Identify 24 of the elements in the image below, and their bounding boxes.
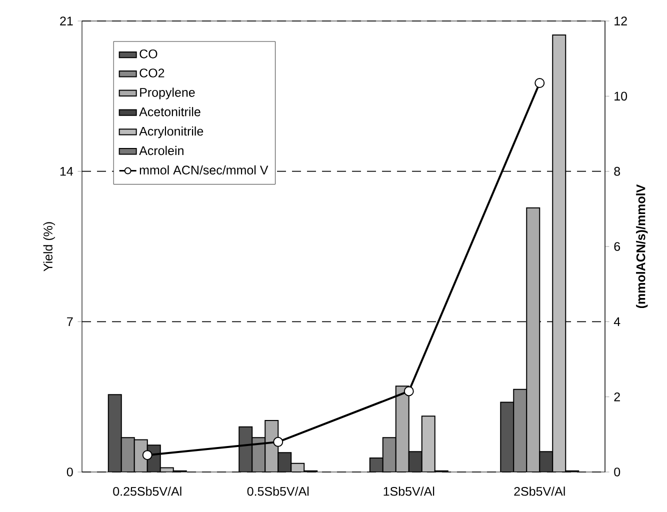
y2-tick-label: 2	[614, 392, 620, 402]
y2-axis-title: (mmolACN/s)/mmolV	[636, 184, 648, 308]
y-tick-label: 7	[67, 317, 73, 326]
y-tick-label: 0	[66, 468, 73, 476]
legend-label: Acrylonitrile	[139, 126, 204, 138]
x-tick-label: 0.5Sb5V/Al	[247, 486, 309, 496]
y-axis-title: Yield (%)	[43, 222, 55, 272]
y2-tick-label: 12	[614, 16, 627, 26]
x-tick-label: 0.25Sb5V/Al	[113, 486, 182, 496]
y2-tick-label: 8	[614, 166, 620, 176]
y-tick-label: 21	[60, 16, 73, 26]
legend-label: Acrolein	[139, 146, 184, 156]
y2-tick-label: 10	[614, 92, 628, 101]
y-tick-label: 14	[60, 167, 74, 176]
legend-label: Acetonitrile	[139, 107, 200, 116]
legend-label: CO	[140, 49, 158, 58]
y2-tick-label: 6	[614, 242, 620, 251]
legend-label: mmol ACN/sec/mmol V	[140, 165, 268, 175]
y2-tick-label: 0	[614, 468, 620, 476]
x-tick-label: 2Sb5V/Al	[514, 486, 565, 496]
x-tick-label: 1Sb5V/Al	[384, 486, 434, 496]
legend-label: Propylene	[140, 88, 195, 100]
legend-label: CO2	[140, 68, 164, 78]
y2-tick-label: 4	[614, 317, 620, 326]
